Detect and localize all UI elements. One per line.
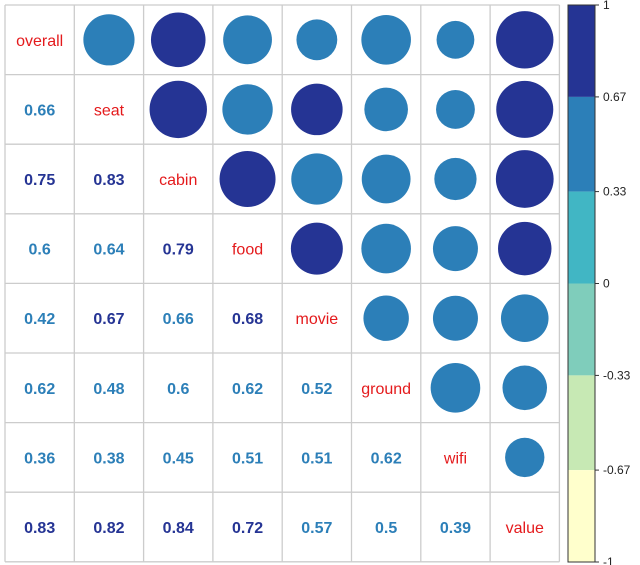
colorbar-tick-label: 0.33 xyxy=(603,185,627,199)
correlation-value-movie-food: 0.68 xyxy=(232,311,263,328)
correlation-value-food-cabin: 0.79 xyxy=(163,242,194,259)
correlation-circle-cabin-value xyxy=(495,150,554,208)
correlation-value-value-wifi: 0.39 xyxy=(440,520,471,537)
correlation-value-movie-seat: 0.67 xyxy=(93,311,124,328)
colorbar-bin xyxy=(568,470,595,562)
correlation-value-wifi-seat: 0.38 xyxy=(93,450,124,467)
correlation-value-cabin-seat: 0.83 xyxy=(93,172,124,189)
correlation-value-value-ground: 0.5 xyxy=(375,520,397,537)
correlation-value-seat-overall: 0.66 xyxy=(24,102,55,119)
colorbar-tick-label: -0.33 xyxy=(603,368,631,382)
matrix-cells: overall 0.66 seat 0.75 0.83 cabin 0.6 0.64 0.79 f… xyxy=(16,11,554,537)
variable-label-overall: overall xyxy=(16,33,63,50)
colorbar-tick-label: -0.67 xyxy=(603,463,631,477)
variable-label-cabin: cabin xyxy=(159,172,197,189)
correlation-circle-overall-value xyxy=(496,11,554,69)
correlation-value-ground-overall: 0.62 xyxy=(24,381,55,398)
correlation-circle-ground-wifi xyxy=(430,363,481,413)
correlation-circle-cabin-ground xyxy=(361,154,411,204)
colorbar-tick-label: 0.67 xyxy=(603,90,627,104)
correlation-circle-seat-food xyxy=(222,84,273,135)
colorbar-bin xyxy=(568,191,595,284)
correlation-value-wifi-cabin: 0.45 xyxy=(163,450,194,467)
correlation-circle-seat-ground xyxy=(364,87,408,132)
correlation-value-wifi-overall: 0.36 xyxy=(24,450,55,467)
correlation-circle-overall-wifi xyxy=(436,20,475,59)
correlation-circle-movie-ground xyxy=(363,295,409,341)
correlation-circle-seat-wifi xyxy=(436,89,475,129)
correlation-circle-seat-cabin xyxy=(149,80,207,139)
colorbar-bin xyxy=(568,5,595,97)
colorbar: 1 0.67 0.33 0 -0.33 -0.67 -1 xyxy=(567,0,631,565)
correlation-circle-overall-movie xyxy=(296,19,338,61)
correlation-value-value-overall: 0.83 xyxy=(24,520,55,537)
correlation-circle-food-wifi xyxy=(432,226,478,272)
colorbar-tick-label: 0 xyxy=(603,277,610,291)
correlation-circle-overall-ground xyxy=(361,15,411,65)
correlation-circle-food-movie xyxy=(290,222,343,275)
variable-label-seat: seat xyxy=(94,102,125,119)
variable-label-value: value xyxy=(506,520,544,537)
correlation-value-wifi-ground: 0.62 xyxy=(371,450,402,467)
correlation-value-movie-overall: 0.42 xyxy=(24,311,55,328)
colorbar-bin xyxy=(568,96,595,192)
correlation-value-movie-cabin: 0.66 xyxy=(163,311,194,328)
correlation-value-wifi-food: 0.51 xyxy=(232,450,263,467)
correlation-circle-wifi-value xyxy=(505,437,545,478)
colorbar-tick-label: 1 xyxy=(603,0,610,12)
correlation-value-value-cabin: 0.84 xyxy=(163,520,194,537)
correlation-circle-food-ground xyxy=(361,223,411,274)
correlation-value-ground-cabin: 0.6 xyxy=(167,381,189,398)
correlation-value-value-food: 0.72 xyxy=(232,520,263,537)
correlation-circle-seat-value xyxy=(496,80,554,138)
colorbar-tick-label: -1 xyxy=(603,555,614,565)
correlation-value-ground-movie: 0.52 xyxy=(301,381,332,398)
correlation-value-value-movie: 0.57 xyxy=(301,520,332,537)
correlation-value-cabin-overall: 0.75 xyxy=(24,172,55,189)
correlation-circle-cabin-movie xyxy=(291,153,343,205)
variable-label-movie: movie xyxy=(296,311,339,328)
correlation-circle-cabin-food xyxy=(219,151,276,207)
variable-label-wifi: wifi xyxy=(443,450,467,467)
correlation-circle-cabin-wifi xyxy=(434,157,477,201)
correlation-circle-overall-cabin xyxy=(150,12,206,68)
correlation-circle-ground-value xyxy=(502,365,548,411)
colorbar-bin xyxy=(568,375,595,471)
colorbar-bin xyxy=(568,283,595,376)
variable-label-ground: ground xyxy=(361,381,411,398)
correlation-value-ground-food: 0.62 xyxy=(232,381,263,398)
correlation-value-wifi-movie: 0.51 xyxy=(301,450,332,467)
correlation-value-ground-seat: 0.48 xyxy=(93,381,124,398)
correlation-circle-seat-movie xyxy=(291,83,343,136)
correlation-circle-movie-wifi xyxy=(432,295,478,341)
grid xyxy=(4,4,561,563)
correlation-value-food-overall: 0.6 xyxy=(29,242,51,259)
correlation-circle-overall-food xyxy=(223,15,272,65)
correlation-value-food-seat: 0.64 xyxy=(93,242,124,259)
correlation-circle-food-value xyxy=(498,221,552,276)
variable-label-food: food xyxy=(232,242,263,259)
correlation-value-value-seat: 0.82 xyxy=(93,520,124,537)
correlation-circle-overall-seat xyxy=(83,14,135,66)
correlation-circle-movie-value xyxy=(500,294,549,342)
